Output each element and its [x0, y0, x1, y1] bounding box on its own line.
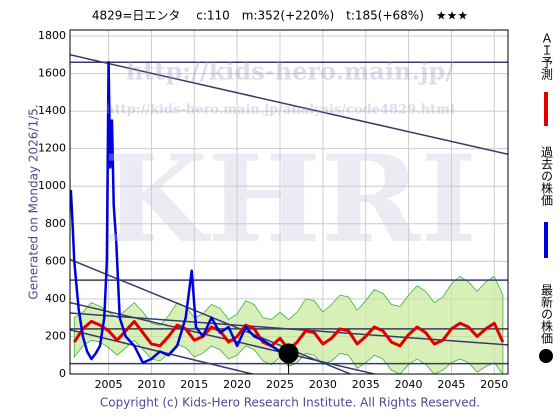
y-tick-label: 1800 [38, 29, 66, 42]
x-tick-label: 2050 [480, 378, 508, 391]
plot-area [70, 30, 508, 374]
watermark-page: http://kids-hero.main.jp/analysis/code48… [105, 103, 455, 118]
legend-label: ＡＩ予測 [540, 32, 554, 81]
x-tick-label: 2015 [180, 378, 208, 391]
watermark-logo: KHRI [103, 129, 477, 270]
y-tick-label: 600 [45, 254, 66, 267]
x-tick-label: 2045 [437, 378, 465, 391]
y-tick-label: 200 [45, 329, 66, 342]
forecast-band [73, 275, 504, 374]
x-tick-label: 2035 [352, 378, 380, 391]
y-tick-label: 1400 [38, 104, 66, 117]
x-tick-label: 2030 [309, 378, 337, 391]
legend-swatch [539, 349, 553, 363]
legend-label: 最新の株価 [540, 284, 554, 344]
y-tick-label: 1000 [38, 179, 66, 192]
generated-note: Generated on Monday 2026/1/5. [27, 104, 41, 299]
y-tick-label: 800 [45, 217, 66, 230]
watermarks: http://kids-hero.main.jp/ http://kids-he… [103, 57, 477, 271]
x-tick-label: 2020 [223, 378, 251, 391]
y-tick-label: 0 [59, 367, 66, 380]
x-tick-label: 2010 [137, 378, 165, 391]
y-tick-label: 1600 [38, 67, 66, 80]
legend-label: 過去の株価 [540, 146, 554, 206]
latest-point [278, 343, 299, 364]
copyright: Copyright (c) Kids-Hero Research Institu… [100, 396, 480, 410]
x-tick-label: 2025 [266, 378, 294, 391]
series-line [70, 61, 289, 364]
trend-line [70, 329, 256, 374]
x-tick-label: 2005 [95, 378, 123, 391]
y-tick-label: 400 [45, 292, 66, 305]
chart-title: 4829=日エンタ c:110 m:352(+220%) t:185(+68%)… [92, 9, 468, 23]
watermark-url: http://kids-hero.main.jp/ [126, 57, 454, 86]
x-tick-label: 2040 [395, 378, 423, 391]
plot-frame [69, 29, 509, 375]
y-tick-label: 1200 [38, 142, 66, 155]
trend-line [70, 54, 508, 156]
